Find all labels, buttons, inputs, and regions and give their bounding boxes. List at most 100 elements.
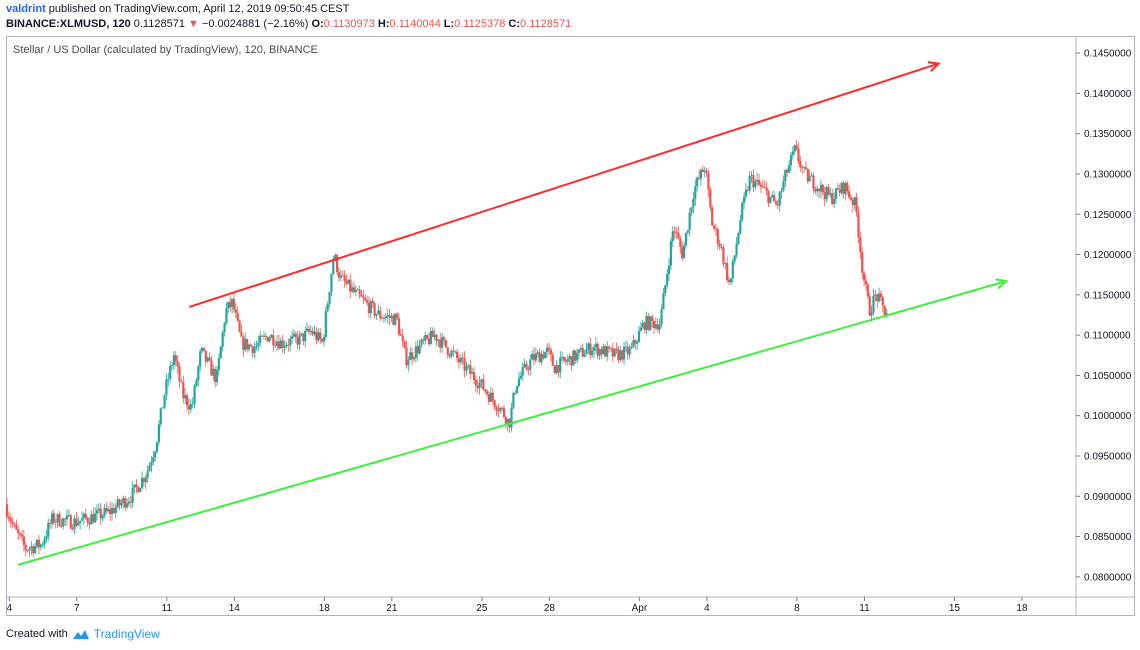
author-name[interactable]: valdrint: [6, 3, 46, 15]
candle-body: [335, 254, 339, 273]
time-axis[interactable]: 4 7 11 14 18 21 25 28 Apr 4 8 11 15 18: [6, 596, 1135, 614]
candle-body: [97, 508, 100, 511]
y-tick-label: 0.1150000: [1084, 290, 1131, 301]
candle-body: [857, 212, 860, 238]
candle-body: [191, 403, 194, 405]
candle-body: [324, 311, 327, 337]
candle-body: [195, 380, 198, 386]
candle-body: [356, 289, 359, 291]
tradingview-logo-icon[interactable]: [72, 628, 90, 640]
candle-body: [294, 333, 297, 338]
candle-body: [17, 529, 20, 534]
candle-body: [37, 539, 40, 548]
high-value: 0.1140044: [389, 18, 441, 30]
close-label: C:: [508, 18, 521, 30]
candle-body: [673, 231, 676, 233]
x-tick-label: 18: [1016, 603, 1028, 614]
candle-body: [200, 347, 204, 352]
y-tick-label: 0.1300000: [1084, 169, 1132, 180]
candle-body: [662, 293, 665, 310]
candle-body: [212, 368, 215, 376]
support-trendline[interactable]: [17, 280, 1007, 566]
candle-body: [547, 347, 551, 350]
candle-body: [332, 258, 335, 275]
candle-body: [615, 348, 618, 350]
resistance-trendline[interactable]: [188, 62, 940, 308]
candle-body: [35, 539, 39, 547]
candle-body: [129, 501, 132, 503]
candle-body: [62, 518, 65, 527]
candle-body: [289, 338, 292, 346]
candle-body: [176, 361, 179, 367]
candle-body: [555, 365, 558, 374]
candle-body: [666, 274, 669, 286]
candle-body: [377, 310, 380, 314]
candle-body: [238, 320, 241, 332]
candle-body: [422, 339, 425, 341]
candle-body: [221, 332, 224, 347]
candle-body: [410, 352, 414, 360]
candle-body: [326, 304, 329, 312]
x-tick-label: 4: [6, 603, 12, 614]
candle-body: [139, 488, 142, 493]
candle-body: [776, 204, 779, 206]
candle-body: [718, 243, 721, 247]
candle-body: [707, 173, 710, 190]
candle-body: [607, 346, 611, 349]
candle-body: [688, 212, 691, 231]
candle-body: [814, 189, 817, 192]
candle-body: [305, 328, 309, 331]
candle-body: [832, 199, 836, 204]
candle-body: [478, 382, 481, 389]
candle-body: [114, 507, 117, 513]
x-tick-label: 11: [859, 603, 870, 614]
candle-body: [150, 461, 153, 466]
candle-body: [720, 246, 723, 248]
candle-body: [581, 348, 584, 357]
candle-body: [360, 294, 363, 297]
candle-body: [744, 189, 748, 197]
candle-body: [444, 339, 447, 348]
candle-body: [296, 337, 299, 345]
candle-body: [450, 350, 453, 357]
candle-body: [146, 470, 149, 478]
candle-body: [234, 309, 237, 313]
y-tick-label: 0.0800000: [1084, 572, 1132, 583]
tradingview-brand[interactable]: TradingView: [93, 627, 160, 641]
candle-body: [645, 316, 648, 330]
candle-body: [131, 487, 134, 503]
footer: Created with TradingView: [6, 627, 160, 641]
candle-body: [170, 365, 174, 367]
price-axis[interactable]: 0.1450000 0.1400000 0.1350000 0.1300000 0.12…: [1075, 37, 1132, 616]
candle-body: [660, 309, 663, 325]
candle-body: [69, 515, 72, 529]
candle-body: [493, 400, 496, 408]
candle-body: [679, 238, 682, 247]
candle-body: [701, 169, 704, 173]
candle-body: [275, 341, 279, 346]
candle-body: [337, 272, 341, 278]
candle-body: [829, 193, 832, 195]
candle-body: [247, 344, 251, 350]
candle-body: [302, 333, 305, 342]
candle-body: [808, 176, 811, 182]
candle-body: [619, 350, 622, 361]
candle-body: [870, 312, 873, 316]
candle-body: [341, 275, 344, 277]
candle-body: [223, 323, 226, 333]
candle-body: [821, 184, 824, 193]
candle-body: [630, 346, 633, 349]
candle-body: [165, 379, 168, 395]
candle-body: [349, 279, 352, 292]
x-tick-label: 25: [476, 603, 488, 614]
publish-info: published on TradingView.com, April 12, …: [48, 3, 350, 15]
candle-body: [669, 241, 673, 266]
candle-body: [641, 322, 644, 328]
candle-body: [482, 379, 485, 390]
candle-body: [283, 346, 286, 348]
candle-body: [883, 305, 886, 316]
candle-body: [810, 175, 813, 177]
candle-body: [144, 477, 147, 483]
candle-body: [591, 350, 594, 356]
